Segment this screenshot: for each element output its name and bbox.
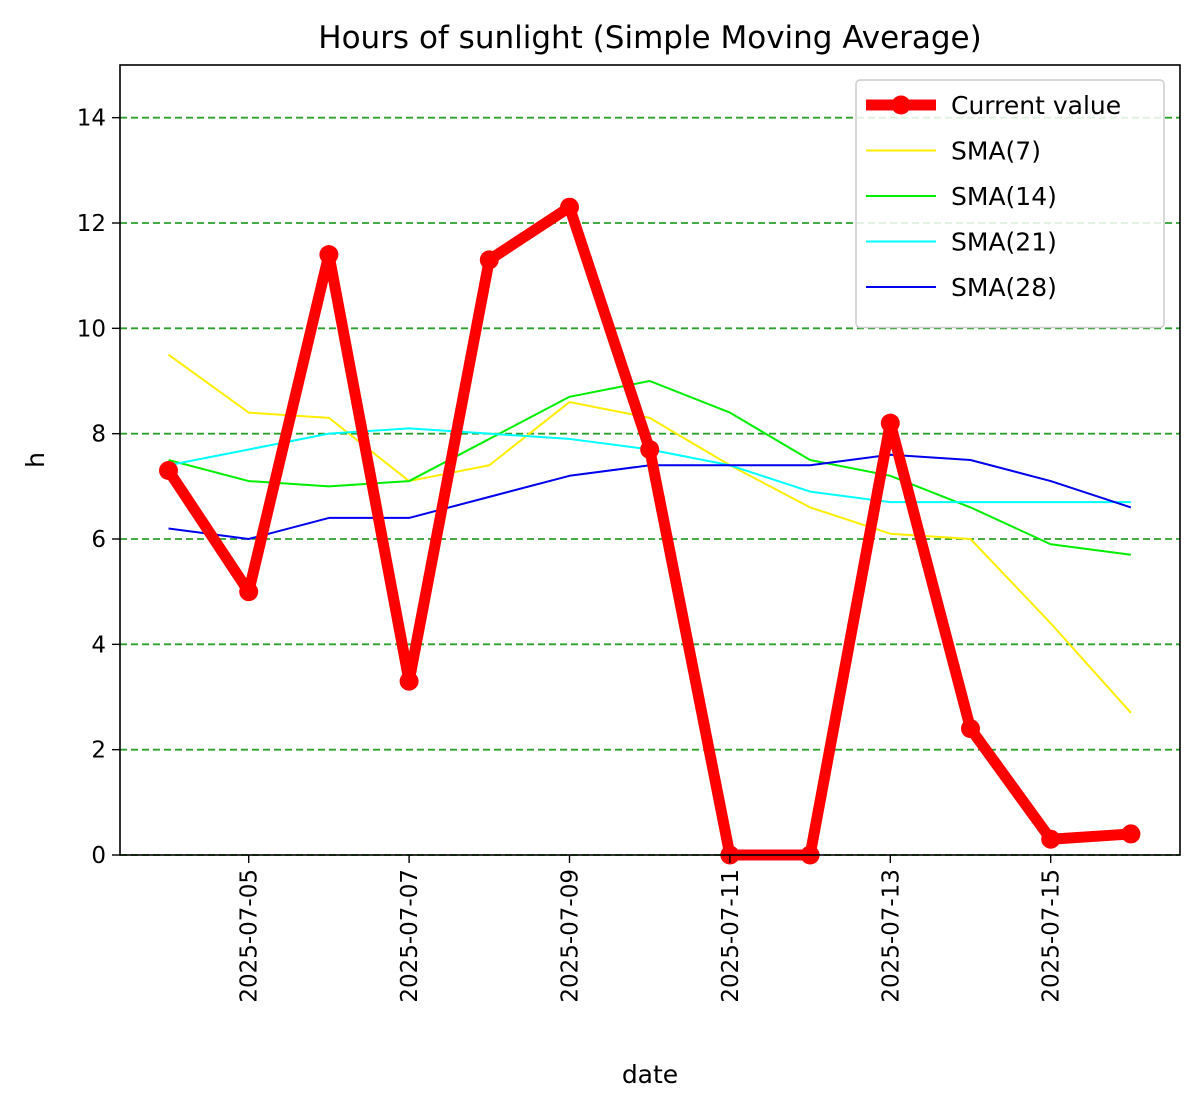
- series-sma-7: [167, 353, 1132, 714]
- x-tick-label: 2025-07-05: [237, 869, 263, 1003]
- x-tick-label: 2025-07-15: [1039, 869, 1065, 1003]
- series-line: [168, 380, 1132, 556]
- y-tick-label: 6: [91, 527, 106, 553]
- y-tick-label: 10: [77, 316, 106, 342]
- x-tick-label: 2025-07-11: [718, 869, 744, 1003]
- series-layer: [159, 197, 1141, 865]
- data-point: [399, 671, 419, 691]
- y-tick-label: 2: [91, 738, 106, 764]
- plot-frame: [119, 64, 1181, 856]
- legend-item: SMA(7): [866, 137, 1041, 166]
- y-tick-label: 14: [77, 106, 106, 132]
- chart-title: Hours of sunlight (Simple Moving Average…: [318, 20, 981, 56]
- legend-item: SMA(21): [866, 228, 1057, 257]
- x-tick-label: 2025-07-07: [397, 869, 423, 1003]
- data-point: [640, 439, 660, 459]
- series-current-value: [159, 197, 1141, 865]
- legend-item: SMA(14): [866, 182, 1057, 211]
- data-point: [319, 245, 339, 265]
- series-line: [167, 353, 1132, 714]
- data-point: [1121, 824, 1141, 844]
- data-point: [1041, 829, 1061, 849]
- y-tick-label: 12: [77, 211, 106, 237]
- legend-label: SMA(14): [951, 182, 1057, 211]
- x-axis-label: date: [622, 1060, 678, 1089]
- data-point: [159, 461, 178, 481]
- legend-label: SMA(21): [951, 228, 1057, 257]
- legend-box: [855, 79, 1165, 329]
- x-tick-label: 2025-07-13: [878, 869, 904, 1003]
- legend-marker: [891, 95, 911, 115]
- x-tick-label: 2025-07-09: [558, 869, 584, 1003]
- y-axis-label: h: [21, 452, 50, 468]
- data-point: [880, 413, 900, 433]
- legend-label: SMA(28): [951, 273, 1057, 302]
- data-point: [479, 250, 499, 270]
- data-point: [239, 582, 259, 602]
- legend-item: SMA(28): [866, 273, 1057, 302]
- y-tick-label: 0: [91, 843, 106, 869]
- legend-label: SMA(7): [951, 137, 1041, 166]
- legend-label: Current value: [951, 91, 1121, 120]
- y-tick-label: 4: [91, 632, 106, 658]
- series-sma-14: [168, 380, 1132, 556]
- legend: Current value SMA(7) SMA(14) SMA(21) SMA(28): [855, 79, 1165, 329]
- data-point: [961, 719, 980, 739]
- data-point: [560, 197, 579, 217]
- axes: 0 2 4 6 8 10 12 14 2025-07-05 2025-07-07 2025-07-0…: [77, 106, 1065, 1003]
- y-tick-label: 8: [91, 422, 106, 448]
- legend-item: Current value: [866, 91, 1121, 120]
